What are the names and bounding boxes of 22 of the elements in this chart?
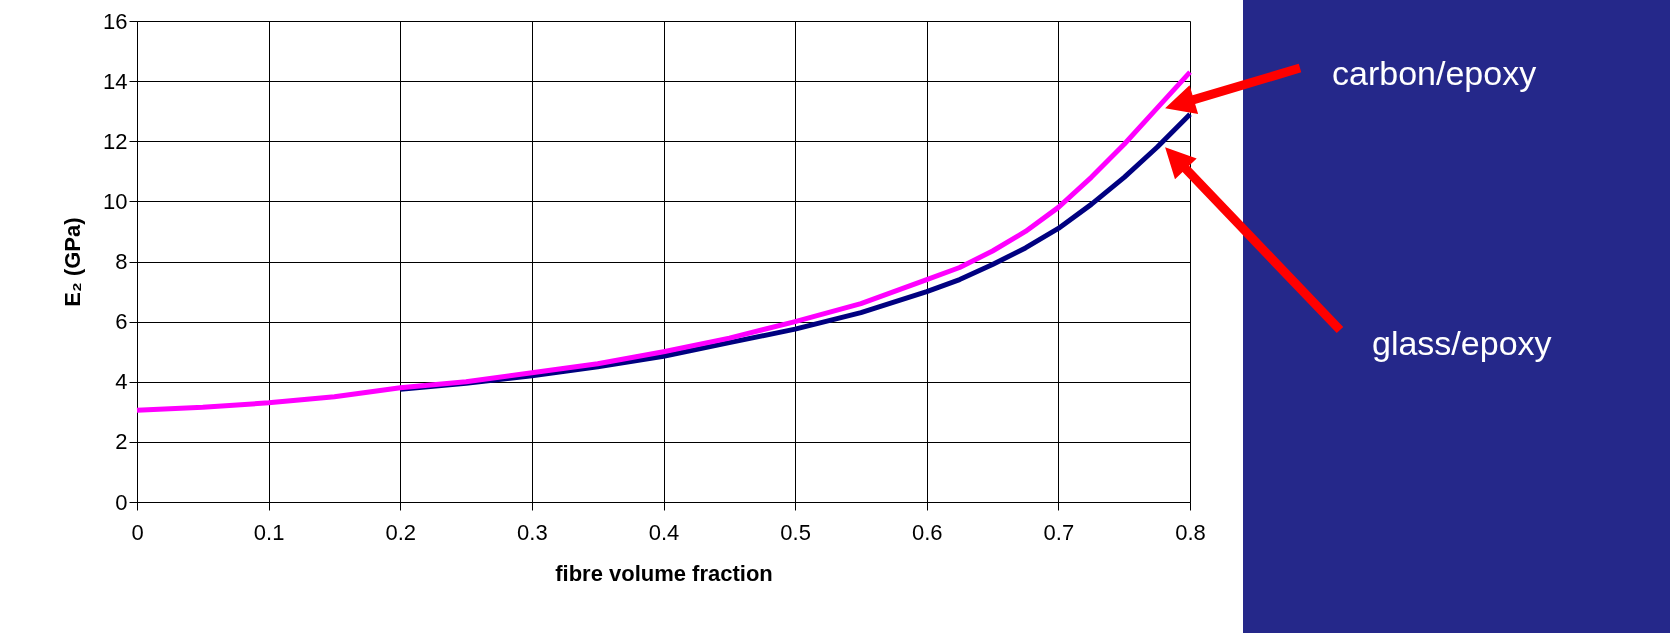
x-tick-label: 0.7	[1043, 519, 1075, 545]
text: carbon/epoxy	[1332, 54, 1537, 92]
y-tick-label: 12	[103, 128, 128, 154]
y-tick-label: 4	[115, 369, 128, 395]
y-tick-label: 16	[103, 8, 128, 34]
y-tick-label: 8	[115, 249, 128, 274]
y-tick-label: 10	[103, 188, 128, 214]
y-tick-label: 6	[115, 309, 128, 335]
text: glass/epoxy	[1372, 324, 1552, 362]
x-axis-title: fibre volume fraction	[555, 560, 773, 586]
x-tick-label: 0.3	[517, 519, 548, 545]
x-tick-label: 0.2	[385, 519, 417, 545]
y-tick-label: 14	[103, 68, 128, 94]
y-tick-label: 0	[115, 489, 128, 515]
x-tick-label: 0	[131, 519, 144, 545]
x-tick-label: 0.1	[253, 519, 285, 545]
y-tick-label: 2	[115, 429, 128, 455]
y-axis-title: E₂ (GPa)	[60, 217, 86, 307]
x-tick-label: 0.5	[780, 519, 811, 545]
x-tick-label: 0.6	[911, 519, 943, 545]
x-tick-label: 0.4	[648, 519, 680, 545]
x-tick-label: 0.8	[1175, 519, 1206, 545]
